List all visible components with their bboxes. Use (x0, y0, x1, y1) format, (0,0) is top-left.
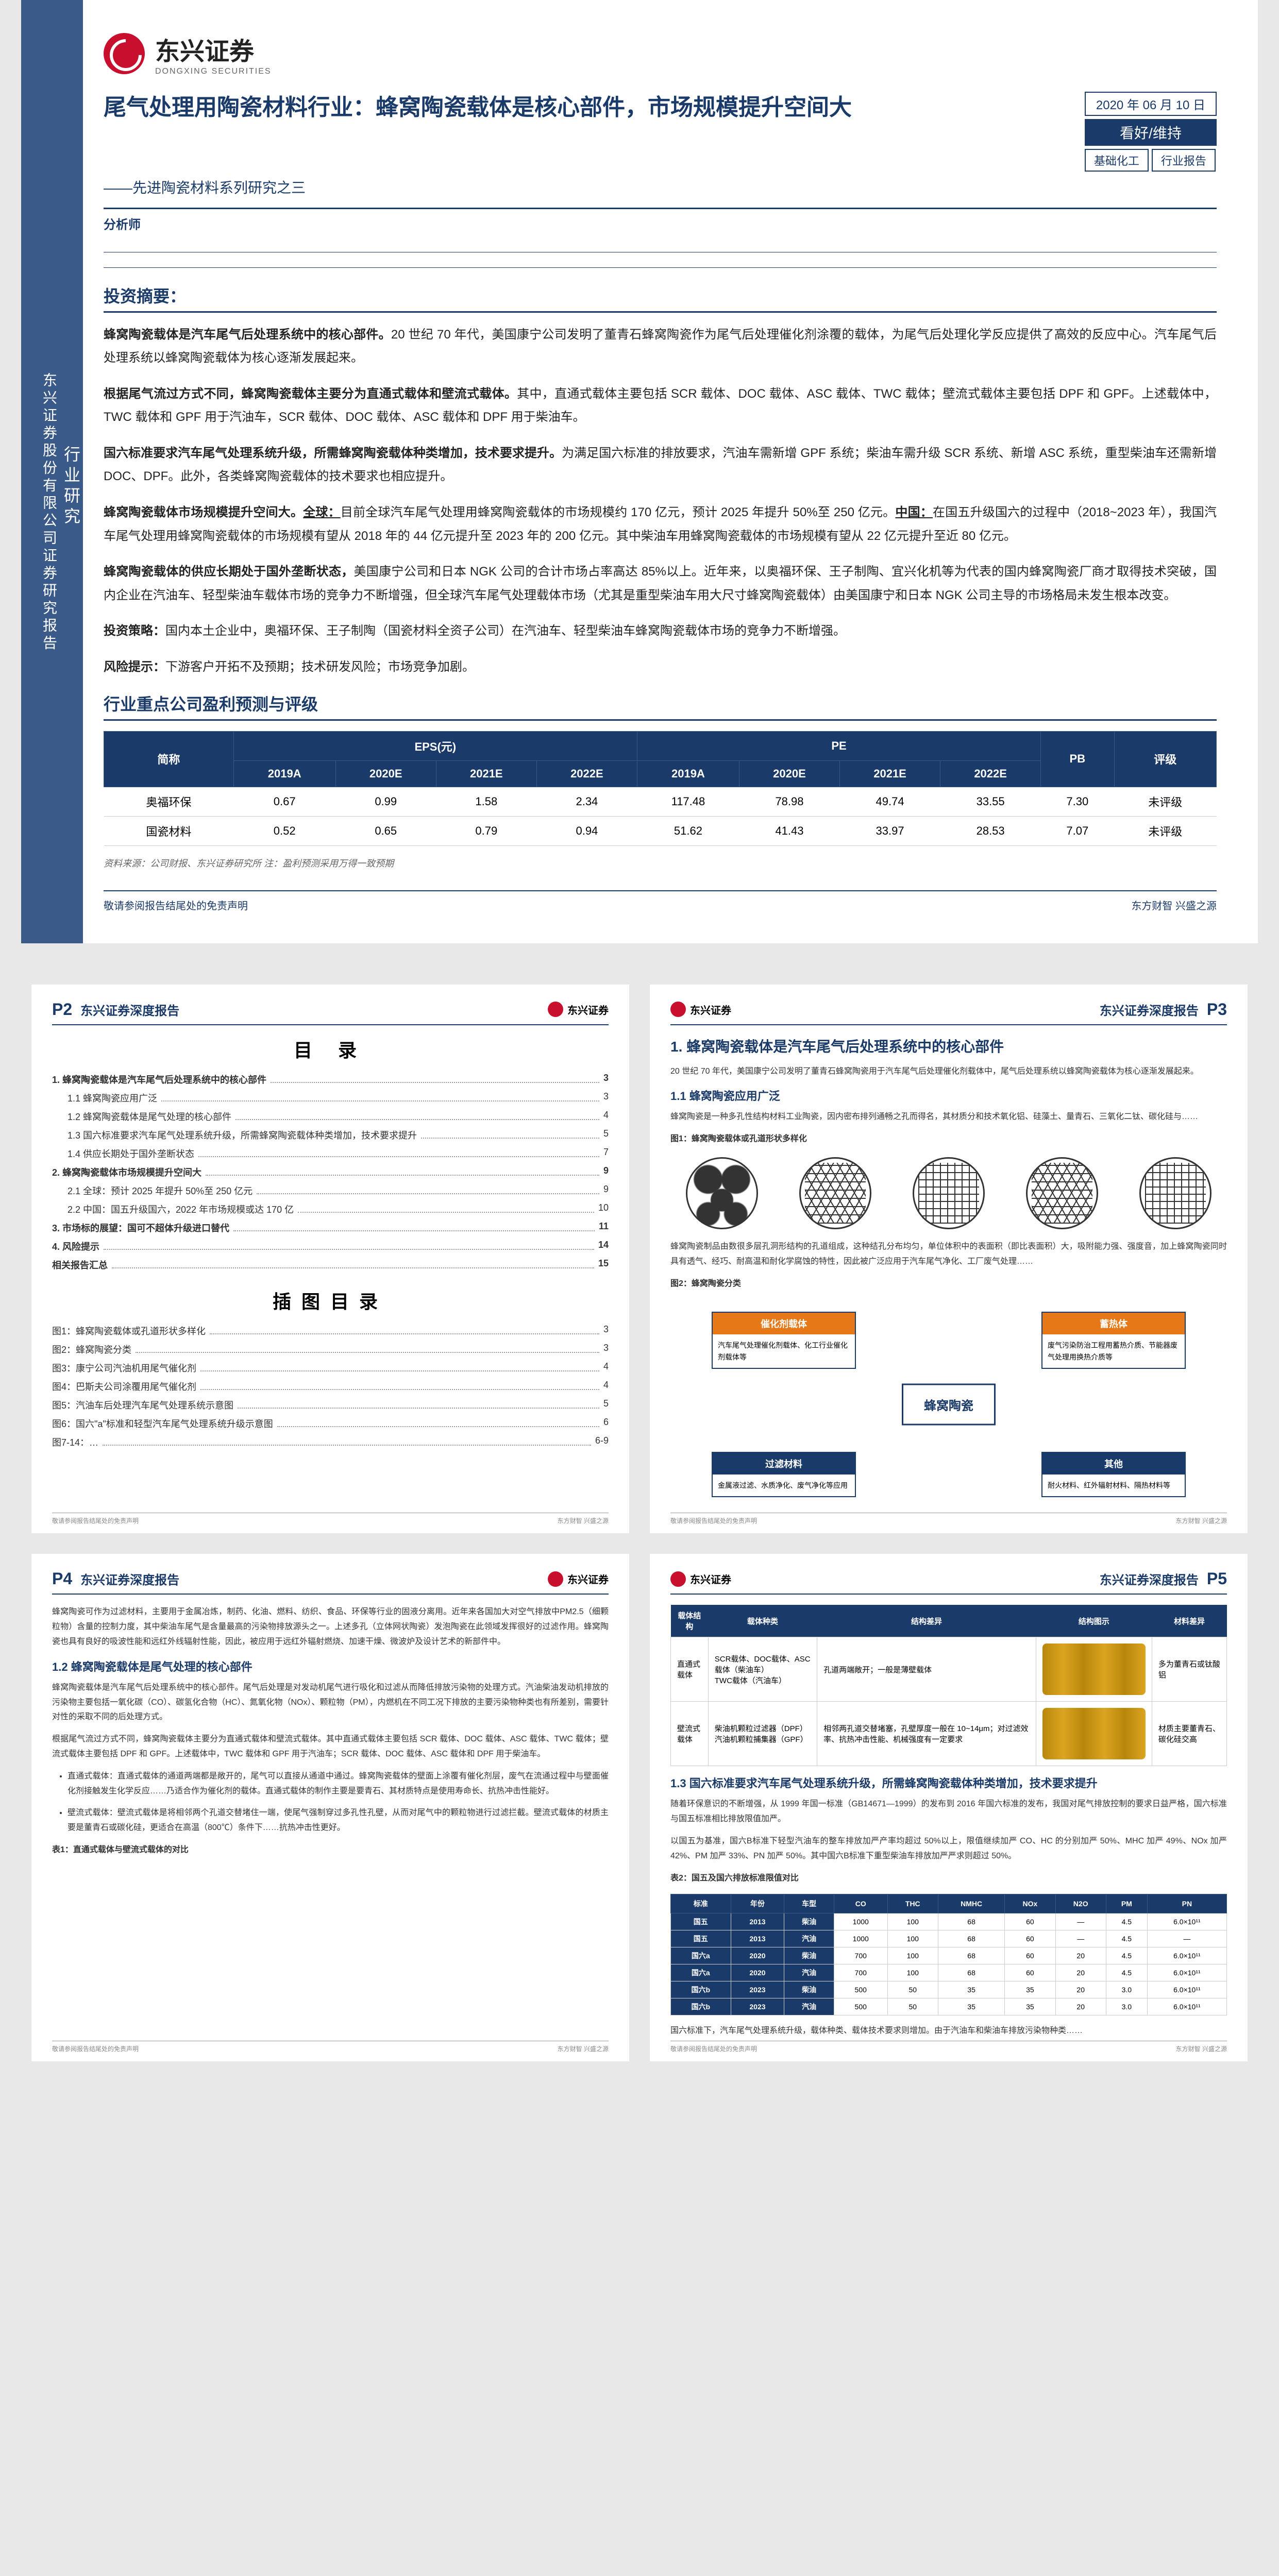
fig-toc-title: 插图目录 (52, 1287, 609, 1314)
toc-item: 1.4 供应长期处于国外垄断状态7 (52, 1147, 609, 1160)
toc-item: 2.2 中国：国五升级国六，2022 年市场规模或达 170 亿10 (52, 1202, 609, 1216)
structure-image (1042, 1708, 1146, 1759)
section-1-1: 1.1 蜂窝陶瓷应用广泛 (670, 1087, 1227, 1104)
table-note: 资料来源：公司财报、东兴证券研究所 注：盈利预测采用万得一致预期 (104, 856, 1217, 870)
thumb-logo: 东兴证券 (548, 1002, 609, 1017)
table-row: 国六b2023柴油500503535203.06.0×10¹¹ (671, 1981, 1227, 1998)
tag-1: 基础化工 (1085, 149, 1149, 172)
title-row: 尾气处理用陶瓷材料行业：蜂窝陶瓷载体是核心部件，市场规模提升空间大 2020 年… (104, 92, 1217, 172)
table-row: 直通式载体SCR载体、DOC载体、ASC载体（柴油车） TWC载体（汽油车）孔道… (671, 1637, 1227, 1702)
rating: 看好/维持 (1085, 119, 1217, 146)
toc-item: 1.2 蜂窝陶瓷载体是尾气处理的核心部件4 (52, 1110, 609, 1123)
toc-item: 4. 风险提示14 (52, 1240, 609, 1253)
analyst-box: 分析师 (104, 208, 1217, 268)
fig-toc-item: 图1：蜂窝陶瓷载体或孔道形状多样化3 (52, 1324, 609, 1337)
logo-row: 东兴证券 DONGXING SECURITIES (104, 31, 1217, 76)
sidebar-label-1: 行业研究 (59, 31, 83, 943)
page-3: 东兴证券 东兴证券深度报告 P3 1. 蜂窝陶瓷载体是汽车尾气后处理系统中的核心… (650, 985, 1248, 1534)
toc-item: 相关报告汇总15 (52, 1258, 609, 1272)
footer-left: 敬请参阅报告结尾处的免责声明 (104, 897, 248, 912)
honeycomb-icon (913, 1157, 985, 1229)
toc-item: 1.3 国六标准要求汽车尾气处理系统升级，所需蜂窝陶瓷载体种类增加，技术要求提升… (52, 1128, 609, 1142)
fig-list: 图1：蜂窝陶瓷载体或孔道形状多样化3 图2：蜂窝陶瓷分类3 图3：康宁公司汽油机用尾… (52, 1324, 609, 1449)
page-num: P2 (52, 1000, 72, 1019)
toc-list: 1. 蜂窝陶瓷载体是汽车尾气后处理系统中的核心部件3 1.1 蜂窝陶瓷应用广泛3 1… (52, 1073, 609, 1272)
tag-row: 基础化工 行业报告 (1085, 149, 1217, 172)
fig-toc-item: 图4：巴斯夫公司涂覆用尾气催化剂4 (52, 1380, 609, 1393)
toc-item: 2. 蜂窝陶瓷载体市场规模提升空间大9 (52, 1165, 609, 1179)
structure-table: 载体结构载体种类结构差异结构图示材料差异 直通式载体SCR载体、DOC载体、AS… (670, 1605, 1227, 1766)
logo-name: 东兴证券 (155, 31, 272, 67)
meta-box: 2020 年 06 月 10 日 看好/维持 基础化工 行业报告 (1085, 92, 1217, 172)
fig-toc-item: 图5：汽油车后处理汽车尾气处理系统示意图5 (52, 1398, 609, 1412)
fig-toc-item: 图2：蜂窝陶瓷分类3 (52, 1343, 609, 1356)
honeycomb-icon (1139, 1157, 1211, 1229)
table-row: 奥福环保0.670.991.582.34117.4878.9849.7433.5… (104, 787, 1217, 816)
structure-image (1042, 1643, 1146, 1695)
toc-item: 1. 蜂窝陶瓷载体是汽车尾气后处理系统中的核心部件3 (52, 1073, 609, 1086)
bullet-2: 壁流式载体：壁流式载体是将相邻两个孔道交替堵住一端，使尾气强制穿过多孔性孔壁，从… (68, 1806, 609, 1836)
para-5: 蜂窝陶瓷载体的供应长期处于国外垄断状态，美国康宁公司和日本 NGK 公司的合计市… (104, 560, 1217, 607)
report-date: 2020 年 06 月 10 日 (1085, 92, 1217, 116)
analyst-label: 分析师 (104, 218, 141, 232)
page-5: 东兴证券 东兴证券深度报告 P5 载体结构载体种类结构差异结构图示材料差异 直通… (650, 1554, 1248, 2061)
fig-toc-item: 图7-14：…6-9 (52, 1435, 609, 1449)
section-1-2: 1.2 蜂窝陶瓷载体是尾气处理的核心部件 (52, 1658, 609, 1674)
table-row: 国六b2023汽油500503535203.06.0×10¹¹ (671, 1998, 1227, 2015)
page-footer: 敬请参阅报告结尾处的免责声明 东方财智 兴盛之源 (104, 890, 1217, 912)
table-row: 国五2013汽油10001006860—4.5— (671, 1930, 1227, 1947)
section-1-3: 1.3 国六标准要求汽车尾气处理系统升级，所需蜂窝陶瓷载体种类增加，技术要求提升 (670, 1774, 1227, 1791)
forecast-title: 行业重点公司盈利预测与评级 (104, 691, 1217, 721)
honeycomb-icon (799, 1157, 871, 1229)
para-4: 蜂窝陶瓷载体市场规模提升空间大。全球：目前全球汽车尾气处理用蜂窝陶瓷载体的市场规… (104, 501, 1217, 548)
section-1: 1. 蜂窝陶瓷载体是汽车尾气后处理系统中的核心部件 (670, 1036, 1227, 1056)
toc-item: 1.1 蜂窝陶瓷应用广泛3 (52, 1091, 609, 1105)
toc-item: 3. 市场标的展望：国可不超体升级进口替代11 (52, 1221, 609, 1234)
toc-title: 目 录 (52, 1036, 609, 1062)
thumbnail-grid: P2 东兴证券深度报告 东兴证券 目 录 1. 蜂窝陶瓷载体是汽车尾气后处理系统… (0, 964, 1279, 2082)
table-row: 国六a2020汽油7001006860204.56.0×10¹¹ (671, 1964, 1227, 1981)
sidebar-label-2: 东兴证券股份有限公司证券研究报告 (39, 82, 59, 943)
toc-item: 2.1 全球：预计 2025 年提升 50%至 250 亿元9 (52, 1184, 609, 1197)
page-4: P4 东兴证券深度报告 东兴证券 蜂窝陶瓷可作为过滤材料，主要用于金属冶炼，制药… (31, 1554, 629, 2061)
vertical-sidebar: 行业研究 东兴证券股份有限公司证券研究报告 (21, 0, 83, 943)
table-row: 国六a2020柴油7001006860204.56.0×10¹¹ (671, 1947, 1227, 1964)
logo-icon (104, 33, 145, 74)
forecast-table: 简称 EPS(元) PE PB 评级 2019A2020E2021E2022E … (104, 731, 1217, 846)
subtitle: ——先进陶瓷材料系列研究之三 (104, 177, 1217, 197)
para-3: 国六标准要求汽车尾气处理系统升级，所需蜂窝陶瓷载体种类增加，技术要求提升。为满足… (104, 442, 1217, 488)
para-1: 蜂窝陶瓷载体是汽车尾气后处理系统中的核心部件。20 世纪 70 年代，美国康宁公… (104, 323, 1217, 370)
fig-toc-item: 图6：国六"a"标准和轻型汽车尾气处理系统升级示意图6 (52, 1417, 609, 1430)
bullet-1: 直通式载体：直通式载体的通道两端都是敞开的，尾气可以直接从通道中通过。蜂窝陶瓷载… (68, 1769, 609, 1799)
fig-toc-item: 图3：康宁公司汽油机用尾气催化剂4 (52, 1361, 609, 1375)
main-title: 尾气处理用陶瓷材料行业：蜂窝陶瓷载体是核心部件，市场规模提升空间大 (104, 92, 1085, 124)
honeycomb-figures (670, 1157, 1227, 1229)
para-7: 风险提示：下游客户开拓不及预期；技术研发风险；市场竞争加剧。 (104, 655, 1217, 679)
page-1: 行业研究 东兴证券股份有限公司证券研究报告 东兴证券 DONGXING SECU… (21, 0, 1258, 943)
table-row: 国五2013柴油10001006860—4.56.0×10¹¹ (671, 1913, 1227, 1930)
honeycomb-icon (686, 1157, 758, 1229)
page-header-title: 东兴证券深度报告 (80, 1001, 179, 1019)
tag-2: 行业报告 (1152, 149, 1216, 172)
summary-title: 投资摘要： (104, 283, 1217, 313)
page-2: P2 东兴证券深度报告 东兴证券 目 录 1. 蜂窝陶瓷载体是汽车尾气后处理系统… (31, 985, 629, 1534)
emission-table: 标准年份车型COTHCNMHCNOxN2OPMPN 国五2013柴油100010… (670, 1894, 1227, 2015)
table-row: 国瓷材料0.520.650.790.9451.6241.4333.9728.53… (104, 816, 1217, 845)
table-row: 壁流式载体柴油机颗粒过滤器（DPF） 汽油机颗粒捕集器（GPF）相邻两孔道交替堵… (671, 1702, 1227, 1766)
footer-right: 东方财智 兴盛之源 (1131, 897, 1217, 912)
honeycomb-icon (1026, 1157, 1098, 1229)
para-6: 投资策略：国内本土企业中，奥福环保、王子制陶（国瓷材料全资子公司）在汽油车、轻型… (104, 619, 1217, 643)
classification-diagram: 催化剂载体汽车尾气处理催化剂载体、化工行业催化剂载体等 蓄热体废气污染防治工程用… (670, 1301, 1227, 1507)
logo-sub: DONGXING SECURITIES (155, 67, 272, 76)
para-2: 根据尾气流过方式不同，蜂窝陶瓷载体主要分为直通式载体和壁流式载体。其中，直通式载… (104, 382, 1217, 429)
